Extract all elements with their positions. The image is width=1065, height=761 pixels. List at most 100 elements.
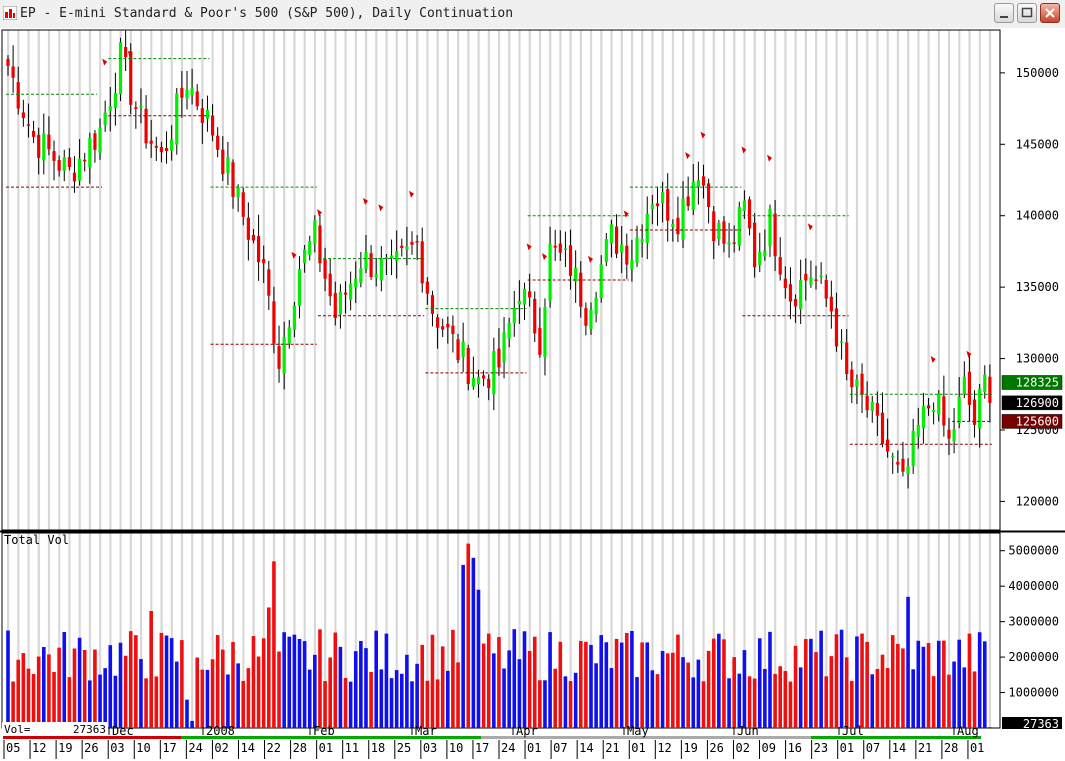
candle [37, 127, 41, 175]
chart-area[interactable]: 1500001450001400001350001300001250001200… [0, 28, 1065, 761]
candle [313, 215, 317, 253]
grid-stripe [201, 533, 204, 728]
candle-body [972, 399, 977, 425]
candle [707, 178, 711, 224]
grid-stripe [354, 533, 357, 728]
grid-stripe [221, 30, 224, 530]
candle-body [180, 87, 184, 98]
candle-body [154, 145, 158, 148]
volume-bar [82, 649, 87, 728]
candle-body [251, 234, 256, 241]
x-day-label: 02 [735, 741, 749, 755]
candle [932, 402, 936, 425]
candle [799, 259, 803, 324]
candle-body [149, 140, 153, 144]
candle-body [318, 225, 322, 264]
volume-bar [220, 649, 225, 728]
volume-pane-border [1, 532, 1001, 729]
window-titlebar: EP - E-mini Standard & Poor's 500 (S&P 5… [0, 0, 1065, 29]
grid-stripe [763, 30, 767, 530]
candle [563, 231, 568, 267]
candle [21, 99, 25, 127]
candle [205, 95, 210, 132]
grid-stripe [722, 533, 726, 728]
grid-stripe [242, 533, 245, 728]
candle [26, 103, 31, 138]
candle-body [952, 429, 956, 442]
candle-body [354, 278, 358, 288]
price-pane[interactable] [6, 30, 992, 489]
candle-body [47, 134, 51, 150]
grid-stripe [170, 533, 173, 728]
volume-bar [855, 636, 859, 728]
candle-body [26, 124, 31, 126]
candle-body [359, 268, 363, 283]
candle [558, 230, 562, 261]
volume-pane[interactable] [6, 543, 992, 728]
candle-body [635, 237, 639, 263]
candle-body [686, 196, 690, 207]
grid-stripe [58, 30, 61, 530]
volume-bar [962, 667, 967, 728]
volume-bar [798, 667, 803, 728]
grid-stripe [508, 30, 511, 530]
grid-stripe [364, 30, 368, 530]
candle-body [216, 135, 220, 150]
grid-stripe [937, 533, 940, 728]
candle [962, 361, 966, 399]
maximize-button[interactable] [1017, 3, 1037, 23]
candle-body [451, 325, 455, 335]
grid-stripe [794, 30, 797, 530]
candle-body [599, 264, 603, 298]
candle [609, 219, 614, 258]
volume-bar [660, 650, 665, 728]
candle-body [988, 376, 992, 403]
candle-body [737, 206, 741, 246]
volume-badge [1002, 717, 1062, 730]
grid-stripe [886, 533, 889, 728]
grid-stripe [68, 30, 71, 530]
grid-stripe [252, 30, 255, 530]
candle [701, 164, 706, 199]
volume-bar [896, 643, 900, 728]
candle-body [609, 224, 614, 244]
candle-body [553, 245, 557, 248]
candle-body [502, 332, 506, 363]
candle [410, 231, 414, 255]
volume-bar [614, 638, 619, 728]
candle [389, 239, 394, 276]
candle-body [267, 269, 271, 296]
x-month-label: Mar [415, 724, 437, 738]
candle [364, 235, 368, 274]
grid-stripe [119, 533, 122, 728]
minimize-button[interactable] [994, 3, 1014, 23]
volume-bar [272, 561, 276, 728]
volume-bar [461, 564, 465, 728]
grid-stripe [835, 30, 838, 530]
volume-bar [21, 653, 26, 728]
price-tick-label: 120000 [1016, 494, 1059, 508]
candle [272, 286, 276, 354]
volume-bar [921, 646, 926, 728]
volume-bar [486, 633, 491, 728]
candle [635, 225, 639, 267]
volume-bar [246, 668, 251, 728]
candle-body [420, 241, 424, 284]
volume-bar [139, 659, 143, 728]
candle [67, 148, 71, 171]
candle [57, 155, 61, 177]
grid-stripe [671, 533, 675, 728]
candle-body [589, 309, 593, 329]
volume-bar [353, 651, 358, 728]
volume-bar [829, 656, 834, 728]
candle-body [604, 239, 608, 262]
volume-bar [890, 635, 895, 728]
volume-bar [420, 644, 425, 728]
candle [839, 329, 844, 360]
candle [210, 104, 215, 142]
grid-stripe [99, 533, 102, 728]
close-button[interactable] [1040, 3, 1060, 23]
grid-stripe [129, 30, 132, 530]
candle-body [221, 149, 225, 175]
candle-body [778, 257, 782, 275]
